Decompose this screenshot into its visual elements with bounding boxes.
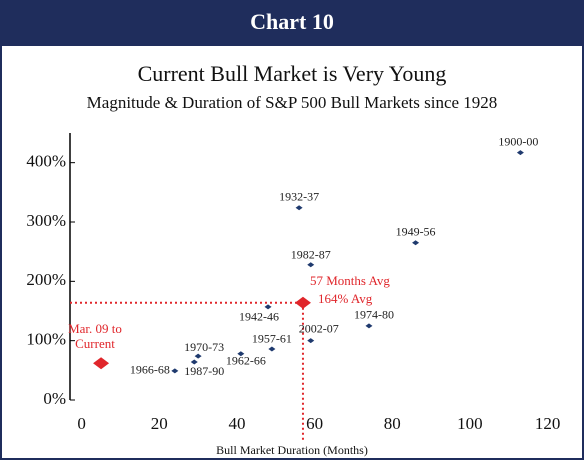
point-label: 1962-66 — [226, 353, 266, 367]
x-axis-label: Bull Market Duration (Months) — [216, 443, 368, 457]
x-tick-label: 40 — [228, 414, 245, 433]
y-tick-label: 200% — [26, 270, 66, 289]
x-tick-label: 20 — [151, 414, 168, 433]
annotation: 164% Avg — [318, 291, 373, 306]
y-tick-label: 300% — [26, 211, 66, 230]
point-label: 1982-87 — [291, 247, 331, 261]
chart-subtitle: Magnitude & Duration of S&P 500 Bull Mar… — [87, 93, 498, 112]
annotation: Mar. 09 to — [68, 321, 122, 336]
point-label: 1900-00 — [498, 134, 538, 148]
highlight-point — [93, 357, 110, 370]
point — [171, 368, 179, 374]
point — [307, 338, 315, 344]
header-bar — [0, 0, 584, 46]
point — [268, 346, 276, 352]
y-tick-label: 100% — [26, 330, 66, 349]
annotation: 57 Months Avg — [310, 273, 390, 288]
point-label: 1942-46 — [239, 310, 279, 324]
header-title: Chart 10 — [250, 9, 334, 34]
point — [365, 323, 373, 329]
y-tick-label: 400% — [26, 152, 66, 171]
point-label: 1974-80 — [354, 308, 394, 322]
annotation: Current — [75, 336, 115, 351]
point-label: 2002-07 — [299, 321, 339, 335]
x-tick-label: 80 — [384, 414, 401, 433]
point — [295, 205, 303, 211]
x-tick-label: 120 — [535, 414, 561, 433]
point — [412, 240, 420, 246]
highlight-point — [294, 296, 311, 309]
x-tick-label: 0 — [77, 414, 86, 433]
point — [307, 262, 315, 268]
chart-title: Current Bull Market is Very Young — [138, 61, 447, 86]
y-tick-label: 0% — [43, 389, 66, 408]
point-label: 1987-90 — [184, 364, 224, 378]
point-label: 1966-68 — [130, 363, 170, 377]
point-label: 1970-73 — [184, 340, 224, 354]
point-label: 1949-56 — [396, 225, 436, 239]
x-tick-label: 60 — [306, 414, 323, 433]
point — [237, 351, 245, 357]
point-label: 1932-37 — [279, 190, 319, 204]
x-tick-label: 100 — [457, 414, 483, 433]
point — [190, 359, 198, 365]
point-label: 1957-61 — [252, 332, 292, 346]
point — [264, 304, 272, 310]
point — [194, 353, 202, 359]
point — [516, 150, 524, 156]
